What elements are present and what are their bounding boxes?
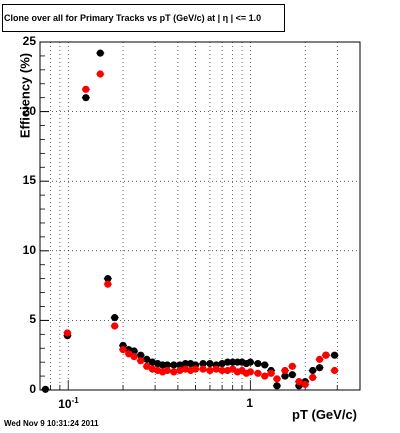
x-axis-label: pT (GeV/c) (292, 407, 358, 422)
data-point (322, 351, 330, 359)
data-point (261, 361, 269, 369)
timestamp-footer: Wed Nov 9 10:31:24 2011 (4, 419, 99, 428)
data-point (315, 364, 324, 372)
data-point (206, 366, 214, 375)
data-point (111, 322, 119, 330)
data-point (199, 365, 207, 373)
data-point (254, 369, 262, 377)
data-point (246, 368, 254, 376)
data-series (41, 49, 339, 393)
y-tick-label: 5 (29, 312, 36, 327)
data-point (125, 350, 133, 358)
data-point (301, 380, 309, 389)
x-tick-label: 10-1 (58, 396, 79, 411)
data-point (137, 351, 145, 359)
data-point (309, 373, 317, 382)
data-point (163, 366, 171, 375)
data-point (281, 366, 289, 375)
data-point (330, 366, 339, 375)
data-point (288, 362, 296, 370)
data-point (267, 369, 275, 377)
data-point (254, 359, 262, 368)
data-point (130, 347, 138, 355)
data-point (82, 85, 90, 93)
grid (40, 42, 360, 390)
y-tick-label: 25 (22, 34, 36, 48)
data-point (181, 359, 190, 368)
series-0 (41, 49, 339, 393)
data-point (41, 385, 50, 393)
data-point (137, 357, 145, 365)
data-point (82, 94, 90, 102)
data-point (96, 49, 104, 57)
plot-frame (39, 41, 361, 391)
data-point (104, 280, 112, 288)
data-point (191, 365, 200, 373)
data-point (206, 359, 214, 368)
data-point (170, 361, 178, 369)
data-point (246, 358, 254, 366)
data-point (163, 361, 171, 369)
y-tick-label: 10 (22, 242, 36, 257)
y-tick-label: 20 (22, 103, 36, 118)
data-point (63, 329, 72, 337)
data-point (273, 375, 281, 383)
data-point (212, 365, 220, 373)
data-point (199, 359, 207, 368)
data-point (315, 355, 324, 363)
data-point (170, 368, 178, 376)
data-point (218, 366, 226, 375)
data-point (119, 346, 127, 354)
data-point (281, 372, 289, 380)
data-point (130, 352, 138, 361)
data-point (143, 362, 151, 370)
data-point (111, 314, 119, 322)
series-1 (63, 70, 339, 389)
data-point (288, 371, 296, 379)
x-tick-label: 1 (246, 396, 254, 410)
data-point (143, 355, 151, 363)
y-tick-label: 15 (22, 173, 36, 188)
data-point (223, 358, 232, 366)
data-point (104, 275, 112, 283)
data-point (96, 70, 104, 78)
data-point (261, 372, 269, 380)
y-tick-label: 0 (29, 382, 36, 396)
data-point (273, 382, 281, 390)
data-point (295, 378, 303, 386)
chart-title: Clone over all for Primary Tracks vs pT … (2, 4, 285, 32)
data-point (309, 366, 317, 375)
data-point (330, 351, 339, 359)
y-axis-label: Efficiency (%) (17, 52, 33, 139)
axis-ticks (40, 41, 338, 391)
